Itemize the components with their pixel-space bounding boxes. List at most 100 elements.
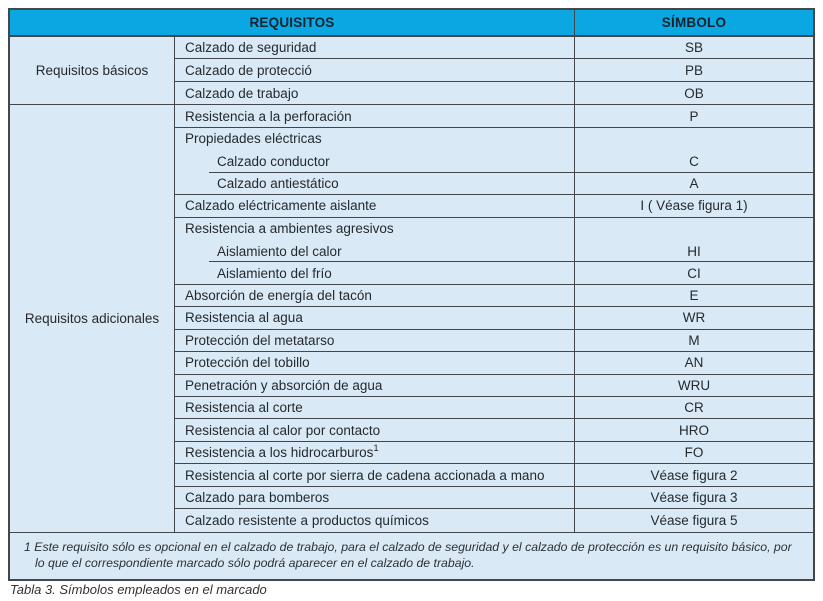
symbol-cell: Véase figura 3 bbox=[650, 489, 738, 505]
requirement-label: Calzado conductor bbox=[217, 153, 330, 169]
requirement-cell: Resistencia a ambientes agresivos bbox=[175, 217, 575, 240]
requirement-cell: Calzado conductor bbox=[175, 150, 575, 173]
requirement-cell: Resistencia al corte por sierra de caden… bbox=[175, 464, 575, 486]
requirement-cell: Resistencia a los hidrocarburos 1 bbox=[175, 441, 575, 464]
table-row: Calzado antiestático A bbox=[175, 172, 813, 196]
table-row: Protección del metatarso M bbox=[175, 329, 813, 353]
header-cell-requisitos: REQUISITOS bbox=[10, 10, 575, 35]
table-row: Resistencia al corte por sierra de caden… bbox=[175, 464, 813, 487]
symbol-cell bbox=[575, 128, 813, 150]
requirement-label: Resistencia al corte bbox=[185, 400, 303, 416]
table-section: Requisitos adicionales Resistencia a la p… bbox=[10, 105, 813, 533]
requirement-cell: Aislamiento del frío bbox=[175, 262, 575, 284]
requirement-cell: Calzado para bomberos bbox=[175, 486, 575, 509]
footnote-marker: 1 bbox=[24, 539, 31, 554]
requirement-label: Propiedades eléctricas bbox=[185, 131, 322, 147]
table-row: Penetración y absorción de agua WRU bbox=[175, 374, 813, 397]
symbol-cell: OB bbox=[684, 85, 704, 101]
symbol-cell: SB bbox=[684, 40, 703, 56]
table-row: Resistencia a los hidrocarburos 1 FO bbox=[175, 441, 813, 465]
requirement-cell: Calzado eléctricamente aislante bbox=[175, 195, 575, 217]
symbol-cell: P bbox=[689, 108, 699, 124]
requirement-label: Calzado para bomberos bbox=[185, 489, 330, 505]
symbol-cell: CR bbox=[684, 400, 704, 416]
table-row: Propiedades eléctricas bbox=[175, 127, 813, 151]
requirement-label: Resistencia a ambientes agresivos bbox=[185, 221, 394, 237]
table-row: Aislamiento del calor HI bbox=[175, 239, 813, 263]
group-label: Requisitos básicos bbox=[10, 37, 175, 105]
requirement-cell: Absorción de energía del tacón bbox=[175, 284, 575, 307]
footnote-reference: 1 bbox=[373, 442, 379, 454]
requirement-label: Calzado de trabajo bbox=[185, 85, 299, 101]
table-row: Calzado de seguridad SB bbox=[175, 37, 813, 60]
requirement-label: Calzado antiestático bbox=[217, 175, 339, 191]
table-row: Resistencia a la perforación P bbox=[175, 105, 813, 128]
requirement-cell: Resistencia a la perforación bbox=[175, 105, 575, 127]
requirement-label: Protección del metatarso bbox=[185, 332, 335, 348]
symbol-cell: WR bbox=[682, 310, 706, 326]
symbol-cell: M bbox=[688, 332, 700, 348]
table-row: Resistencia al agua WR bbox=[175, 307, 813, 330]
requirement-cell: Calzado antiestático bbox=[175, 172, 575, 195]
symbol-cell: Véase figura 2 bbox=[650, 467, 738, 483]
table-row: Calzado eléctricamente aislante I ( Véase… bbox=[175, 195, 813, 218]
symbol-cell: CI bbox=[687, 265, 701, 281]
table-row: Calzado resistente a productos químicos V… bbox=[175, 509, 813, 532]
table-body: Requisitos básicos Calzado de seguridad SB… bbox=[10, 37, 813, 533]
requirement-cell: Aislamiento del calor bbox=[175, 239, 575, 263]
requirement-label: Resistencia al agua bbox=[185, 310, 303, 326]
table-row: Resistencia al corte CR bbox=[175, 397, 813, 420]
symbols-table: REQUISITOS SÍMBOLO Requisitos básicos Cal… bbox=[8, 8, 815, 581]
requirement-label: Calzado resistente a productos químicos bbox=[185, 512, 429, 528]
symbol-cell: C bbox=[689, 153, 699, 169]
symbol-cell: I ( Véase figura 1) bbox=[640, 198, 748, 214]
symbol-cell: WRU bbox=[677, 377, 711, 393]
table-row: Calzado de trabajo OB bbox=[175, 81, 813, 105]
group-label: Requisitos adicionales bbox=[10, 105, 175, 532]
symbol-cell bbox=[575, 218, 813, 240]
requirement-label: Aislamiento del calor bbox=[217, 243, 342, 259]
symbol-cell: A bbox=[689, 175, 699, 191]
requirement-label: Resistencia al calor por contacto bbox=[185, 422, 381, 438]
requirement-label: Resistencia a los hidrocarburos bbox=[185, 445, 374, 461]
table-section: Requisitos básicos Calzado de seguridad SB… bbox=[10, 37, 813, 106]
symbol-cell: Véase figura 5 bbox=[650, 512, 738, 528]
symbol-cell: FO bbox=[684, 445, 704, 461]
symbol-cell: E bbox=[689, 288, 699, 304]
symbol-cell: PB bbox=[684, 62, 703, 78]
requirement-cell: Calzado de protecció bbox=[175, 59, 575, 81]
requirement-label: Aislamiento del frío bbox=[217, 265, 332, 281]
requirement-cell: Calzado resistente a productos químicos bbox=[175, 509, 575, 532]
requirement-cell: Penetración y absorción de agua bbox=[175, 374, 575, 396]
table-header-row: REQUISITOS SÍMBOLO bbox=[10, 10, 813, 37]
requirement-label: Penetración y absorción de agua bbox=[185, 377, 383, 393]
table-row: Resistencia al calor por contacto HRO bbox=[175, 419, 813, 442]
requirement-cell: Resistencia al corte bbox=[175, 397, 575, 419]
table-footnote: 1 Este requisito sólo es opcional en el … bbox=[10, 533, 813, 579]
requirement-cell: Propiedades eléctricas bbox=[175, 127, 575, 151]
group-rows: Resistencia a la perforación P Propiedades… bbox=[175, 105, 813, 532]
requirement-cell: Protección del tobillo bbox=[175, 352, 575, 374]
requirement-label: Calzado de protecció bbox=[185, 62, 312, 78]
symbol-cell: HRO bbox=[679, 422, 709, 438]
requirement-label: Calzado de seguridad bbox=[185, 40, 317, 56]
requirement-label: Resistencia a la perforación bbox=[185, 108, 352, 124]
table-caption: Tabla 3. Símbolos empleados en el marcad… bbox=[10, 582, 267, 597]
table-row: Absorción de energía del tacón E bbox=[175, 284, 813, 308]
symbol-cell: HI bbox=[687, 243, 701, 259]
group-rows: Calzado de seguridad SB Calzado de protecc… bbox=[175, 37, 813, 105]
requirement-label: Absorción de energía del tacón bbox=[185, 288, 372, 304]
requirement-cell: Resistencia al agua bbox=[175, 307, 575, 329]
requirement-cell: Calzado de seguridad bbox=[175, 37, 575, 59]
requirement-cell: Calzado de trabajo bbox=[175, 81, 575, 105]
requirement-label: Resistencia al corte por sierra de caden… bbox=[185, 467, 545, 483]
footnote-text: Este requisito sólo es opcional en el ca… bbox=[34, 539, 792, 570]
requirement-cell: Resistencia al calor por contacto bbox=[175, 419, 575, 441]
requirement-label: Protección del tobillo bbox=[185, 355, 310, 371]
table-row: Aislamiento del frío CI bbox=[175, 262, 813, 285]
table-row: Protección del tobillo AN bbox=[175, 352, 813, 375]
requirement-cell: Protección del metatarso bbox=[175, 329, 575, 352]
table-row: Calzado de protecció PB bbox=[175, 59, 813, 82]
header-cell-simbolo: SÍMBOLO bbox=[661, 15, 727, 30]
